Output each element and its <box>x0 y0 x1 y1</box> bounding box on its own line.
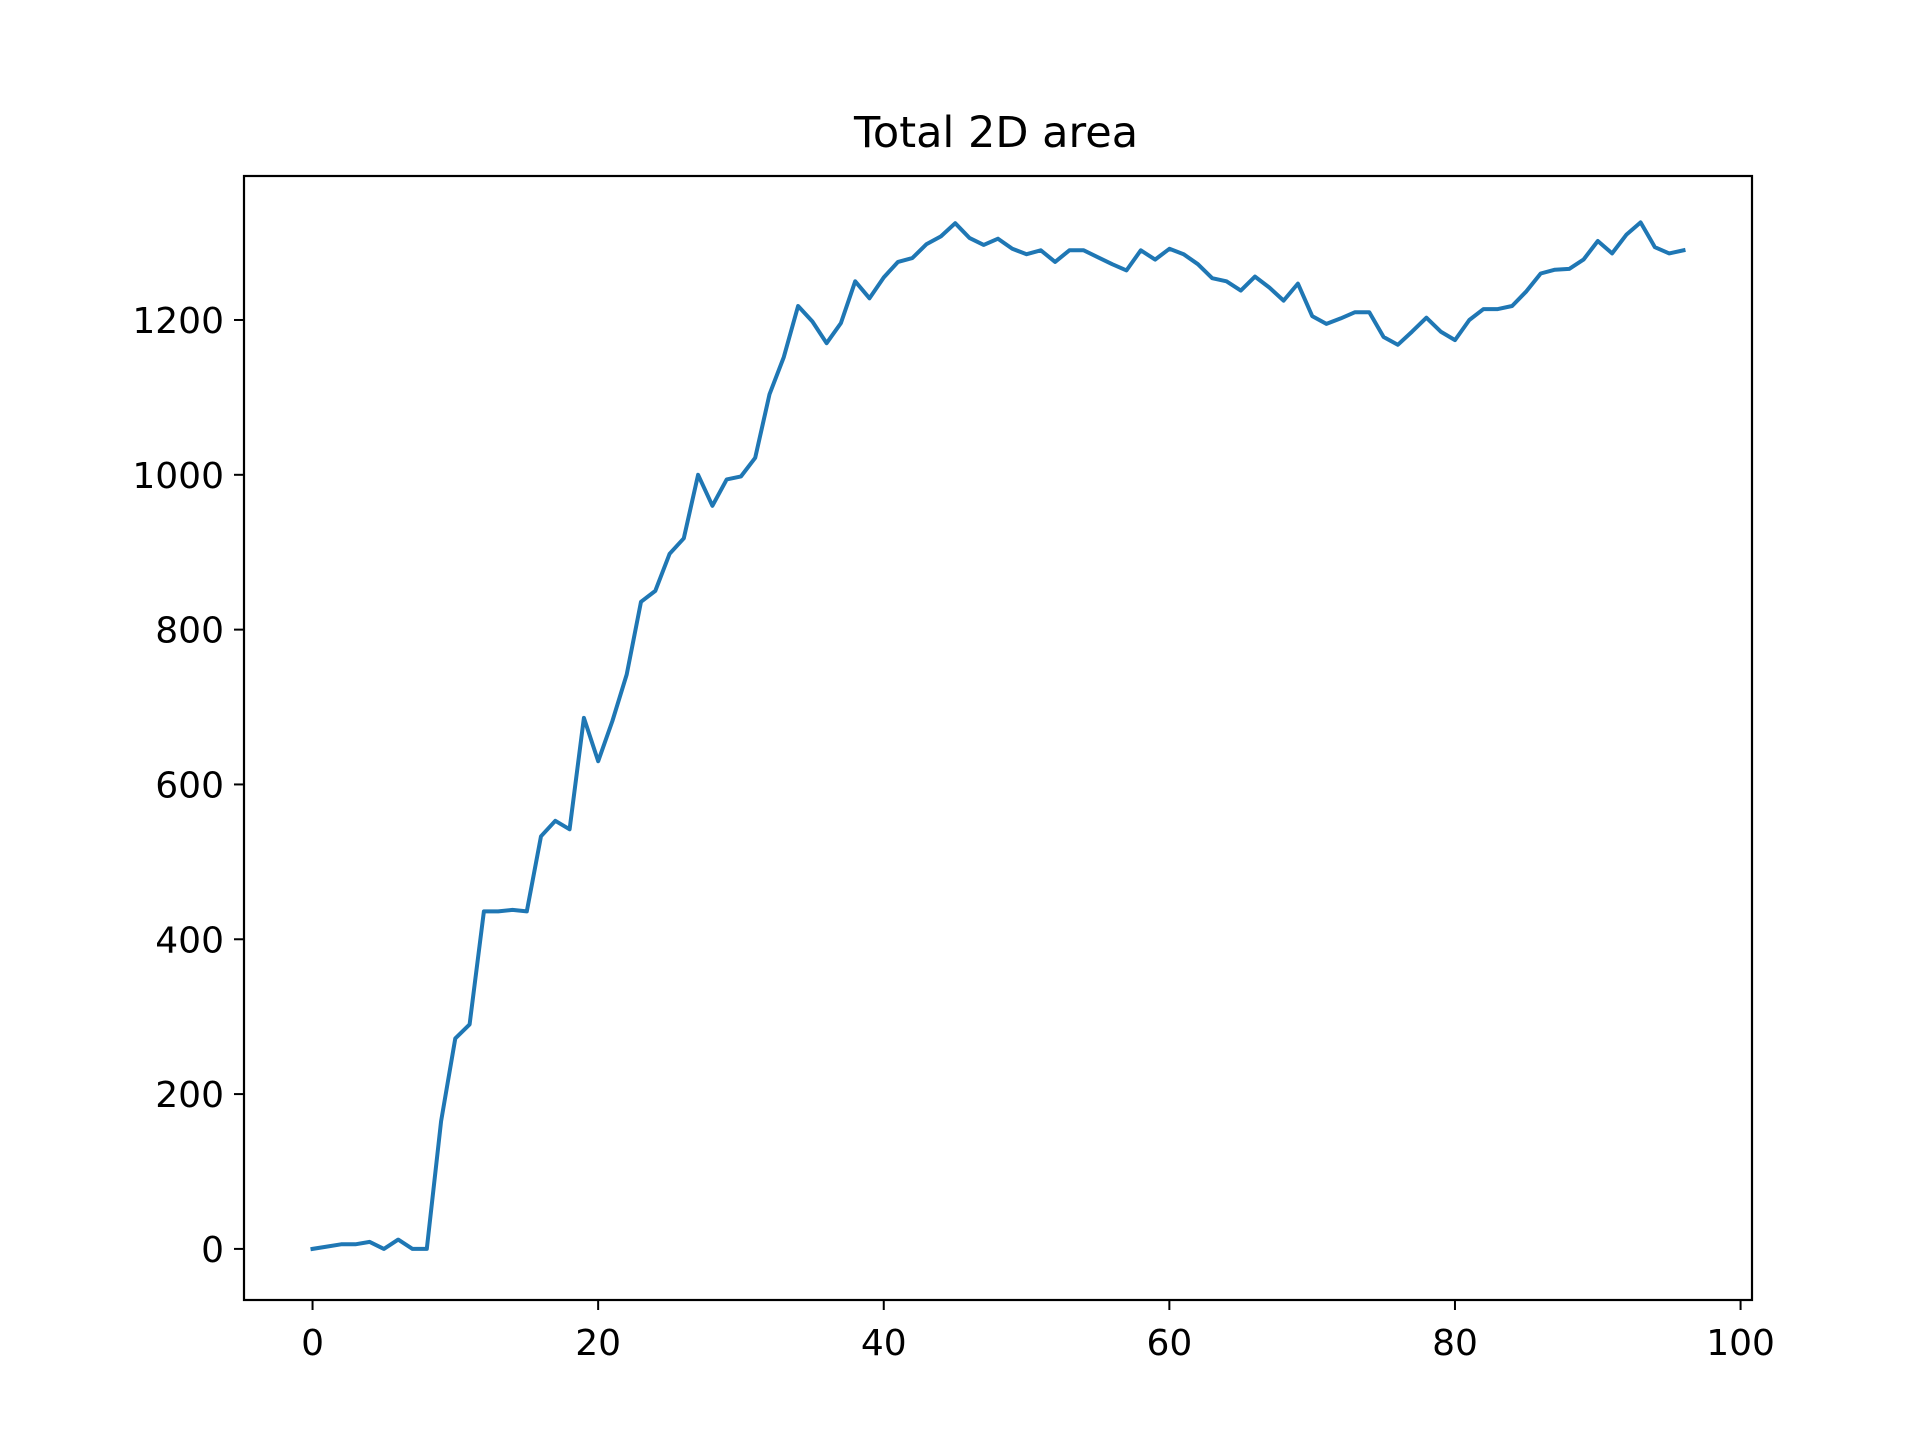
y-tick-label: 1000 <box>132 456 224 497</box>
y-tick-label: 800 <box>155 611 224 652</box>
x-tick-label: 80 <box>1432 1323 1478 1364</box>
chart-title: Total 2D area <box>853 108 1138 158</box>
plot-area-frame <box>242 174 1754 1302</box>
x-axis-ticks: 0 20 40 60 80 100 <box>301 1300 1775 1364</box>
y-tick-label: 600 <box>155 765 224 806</box>
area-series-line <box>310 220 1686 1252</box>
y-tick-label: 200 <box>155 1075 224 1116</box>
x-tick-label: 60 <box>1146 1323 1192 1364</box>
y-tick-label: 400 <box>155 920 224 961</box>
x-tick-label: 20 <box>575 1323 621 1364</box>
x-tick-label: 40 <box>861 1323 907 1364</box>
x-tick-label: 100 <box>1706 1323 1775 1364</box>
y-tick-label: 0 <box>201 1230 224 1271</box>
x-tick-label: 0 <box>301 1323 324 1364</box>
y-tick-label: 1200 <box>132 301 224 342</box>
y-axis-ticks: 0 200 400 600 800 1000 1200 <box>132 301 244 1271</box>
